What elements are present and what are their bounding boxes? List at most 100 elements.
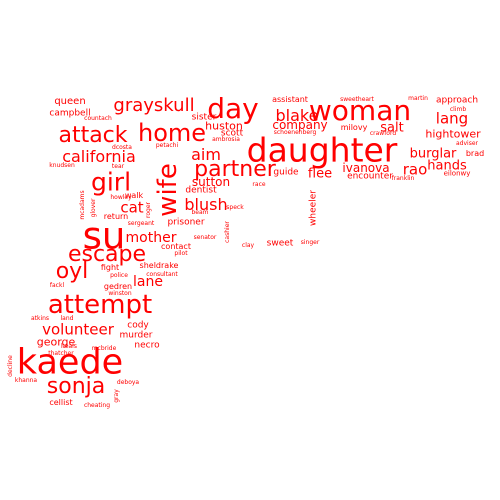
word-cheating: cheating xyxy=(83,402,111,409)
word-sweet: sweet xyxy=(266,238,294,249)
word-race: race xyxy=(252,181,266,188)
word-fackl: fackl xyxy=(49,282,65,289)
word-attempt: attempt xyxy=(47,290,153,320)
word-walk: walk xyxy=(124,191,144,200)
word-home: home xyxy=(137,119,207,147)
word-knudsen: knudsen xyxy=(49,162,75,169)
word-heals: heals xyxy=(61,343,77,350)
word-petachi: petachi xyxy=(155,142,179,149)
word-attack: attack xyxy=(58,123,128,148)
word-california: california xyxy=(62,147,136,166)
word-wife: wife xyxy=(153,163,183,217)
word-girl: girl xyxy=(90,167,132,197)
word-company: company xyxy=(272,118,328,132)
word-milovy: milovy xyxy=(340,123,368,132)
word-consultant: consultant xyxy=(146,271,178,278)
word-sergeant: sergeant xyxy=(127,220,155,227)
word-atkins: atkins xyxy=(30,315,50,322)
word-sweetheart: sweetheart xyxy=(340,96,374,103)
word-adviser: adviser xyxy=(456,140,478,147)
word-dcosta: dcosta xyxy=(112,144,132,151)
word-assistant: assistant xyxy=(272,95,308,104)
word-cellist: cellist xyxy=(49,398,73,407)
word-martin: martin xyxy=(408,95,428,102)
word-police: police xyxy=(110,272,128,279)
word-hightower: hightower xyxy=(425,127,481,141)
word-salt: salt xyxy=(380,120,404,136)
word-countach: countach xyxy=(84,115,112,122)
word-aim: aim xyxy=(191,145,221,164)
word-oyl: oyl xyxy=(55,259,89,284)
word-campbell: campbell xyxy=(49,108,91,119)
word-cashier: cashier xyxy=(224,221,231,243)
word-gray: gray xyxy=(113,389,120,403)
word-huston: huston xyxy=(205,119,243,133)
word-howley: howley xyxy=(110,194,132,201)
word-sister: sister xyxy=(191,112,217,123)
word-cat: cat xyxy=(120,198,144,217)
word-roger: roger xyxy=(145,202,152,218)
word-fight: fight xyxy=(100,263,120,272)
word-khanna: khanna xyxy=(14,377,38,384)
word-mother: mother xyxy=(125,230,177,246)
word-queen: queen xyxy=(54,96,86,107)
word-dentist: dentist xyxy=(185,185,217,196)
word-murder: murder xyxy=(119,330,153,341)
word-approach: approach xyxy=(435,95,479,106)
word-scott: scott xyxy=(220,128,244,139)
word-prisoner: prisoner xyxy=(167,217,205,228)
word-burglar: burglar xyxy=(409,146,457,162)
word-cody: cody xyxy=(127,320,149,331)
word-climb: climb xyxy=(449,106,467,113)
word-blush: blush xyxy=(184,195,228,214)
word-su: su xyxy=(82,214,126,258)
word-decline: decline xyxy=(7,355,14,377)
word-mcbride: mcbride xyxy=(91,345,117,352)
word-gedren: gedren xyxy=(103,282,133,291)
word-sonja: sonja xyxy=(46,374,106,399)
word-glover: glover xyxy=(90,198,97,218)
word-necro: necro xyxy=(134,340,160,351)
word-mcadams: mcadams xyxy=(79,190,86,220)
word-wheeler: wheeler xyxy=(308,190,319,226)
word-day: day xyxy=(207,92,259,125)
word-brad: brad xyxy=(465,149,485,158)
word-escape: escape xyxy=(67,242,147,267)
word-singer: singer xyxy=(300,239,320,246)
word-rao: rao xyxy=(402,160,428,179)
word-blake: blake xyxy=(275,106,319,125)
word-deboya: deboya xyxy=(116,379,140,386)
word-george: george xyxy=(36,335,76,349)
word-ivanova: ivanova xyxy=(342,161,390,175)
word-encounter: encounter xyxy=(347,171,393,182)
word-clay: clay xyxy=(241,242,255,249)
word-return: return xyxy=(103,212,129,221)
word-tear: tear xyxy=(111,163,125,170)
word-thatcher: thatcher xyxy=(48,350,74,357)
word-senator: senator xyxy=(193,234,217,241)
word-franklin: franklin xyxy=(391,175,415,182)
word-hands: hands xyxy=(427,158,467,174)
word-contact: contact xyxy=(161,242,191,251)
word-lang: lang xyxy=(435,109,469,128)
word-daughter: daughter xyxy=(246,130,398,170)
word-lane: lane xyxy=(133,274,163,290)
word-woman: woman xyxy=(308,94,412,127)
word-volunteer: volunteer xyxy=(42,320,114,339)
word-guide: guide xyxy=(273,167,299,178)
word-ambrosia: ambrosia xyxy=(212,136,240,143)
word-land: land xyxy=(60,315,74,322)
word-grayskull: grayskull xyxy=(113,95,195,116)
word-flee: flee xyxy=(307,166,333,182)
word-kaede: kaede xyxy=(16,342,124,383)
word-winston: winston xyxy=(108,290,132,297)
word-crawford: crawford xyxy=(369,130,397,137)
word-schoenenberg: schoenenberg xyxy=(273,129,317,136)
word-sutton: sutton xyxy=(191,175,231,189)
word-beam: beam xyxy=(191,209,209,216)
word-speck: speck xyxy=(226,204,244,211)
word-eilonwy: eilonwy xyxy=(443,169,471,178)
word-pilot: pilot xyxy=(174,250,188,257)
word-partner: partner xyxy=(194,157,276,182)
